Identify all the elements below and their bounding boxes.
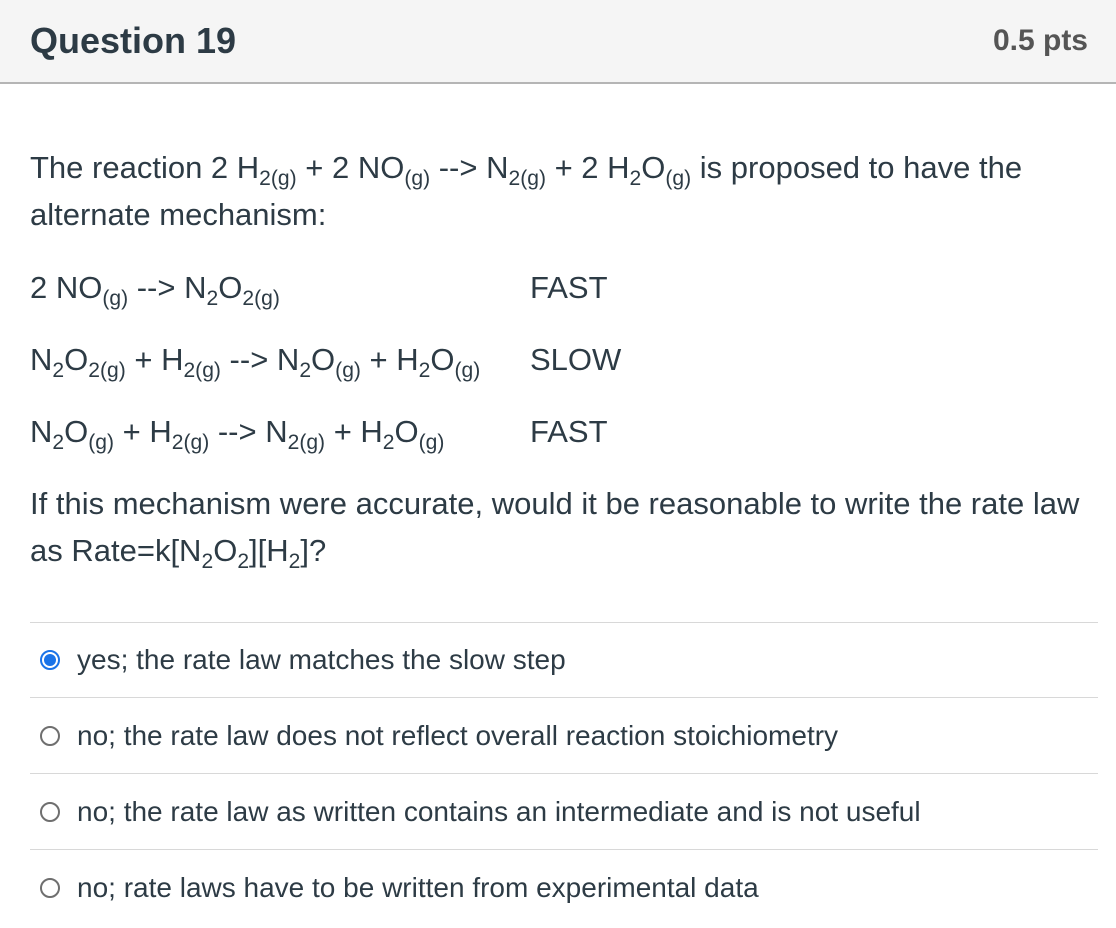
step-3-formula: N2O(g) + H2(g) --> N2(g) + H2O(g) — [30, 414, 445, 455]
step-1-speed-label: FAST — [530, 270, 608, 305]
question-intro-text: The reaction 2 H2(g) + 2 NO(g) --> N2(g)… — [30, 150, 1023, 232]
radio-button[interactable] — [40, 725, 60, 746]
answer-option-4[interactable]: no; rate laws have to be written from ex… — [30, 850, 1098, 926]
radio-button[interactable] — [40, 801, 60, 822]
radio-button[interactable] — [40, 878, 60, 898]
option-label[interactable]: no; the rate law does not reflect overal… — [77, 719, 839, 751]
step-2-speed-label: SLOW — [530, 342, 622, 377]
question-body: The reaction 2 H2(g) + 2 NO(g) --> N2(g)… — [0, 84, 1116, 574]
mechanism-step-1: 2 NO(g) --> N2O2(g) FAST — [30, 264, 1088, 311]
answer-option-3[interactable]: no; the rate law as written contains an … — [30, 774, 1098, 850]
answer-option-1[interactable]: yes; the rate law matches the slow step — [30, 622, 1098, 698]
mechanism-step-2: N2O2(g) + H2(g) --> N2O(g) + H2O(g) SLOW — [30, 336, 1088, 383]
option-label[interactable]: no; rate laws have to be written from ex… — [77, 872, 759, 903]
mechanism-step-3: N2O(g) + H2(g) --> N2(g) + H2O(g) FAST — [30, 408, 1088, 455]
question-points: 0.5 pts — [992, 24, 1088, 57]
option-label[interactable]: no; the rate law as written contains an … — [77, 795, 921, 827]
step-2-formula: N2O2(g) + H2(g) --> N2O(g) + H2O(g) — [30, 342, 481, 383]
answer-options: yes; the rate law matches the slow step … — [0, 622, 1116, 926]
question-closing-text: If this mechanism were accurate, would i… — [30, 486, 1080, 574]
question-header: Question 19 0.5 pts — [0, 0, 1116, 84]
step-1-formula: 2 NO(g) --> N2O2(g) — [30, 270, 280, 311]
option-label[interactable]: yes; the rate law matches the slow step — [77, 644, 566, 675]
step-3-speed-label: FAST — [530, 414, 608, 449]
question-title: Question 19 — [30, 20, 237, 61]
radio-button[interactable] — [40, 650, 60, 670]
mechanism-steps: 2 NO(g) --> N2O2(g) FAST N2O2(g) + H2(g)… — [30, 264, 1088, 455]
answer-option-2[interactable]: no; the rate law does not reflect overal… — [30, 698, 1098, 774]
